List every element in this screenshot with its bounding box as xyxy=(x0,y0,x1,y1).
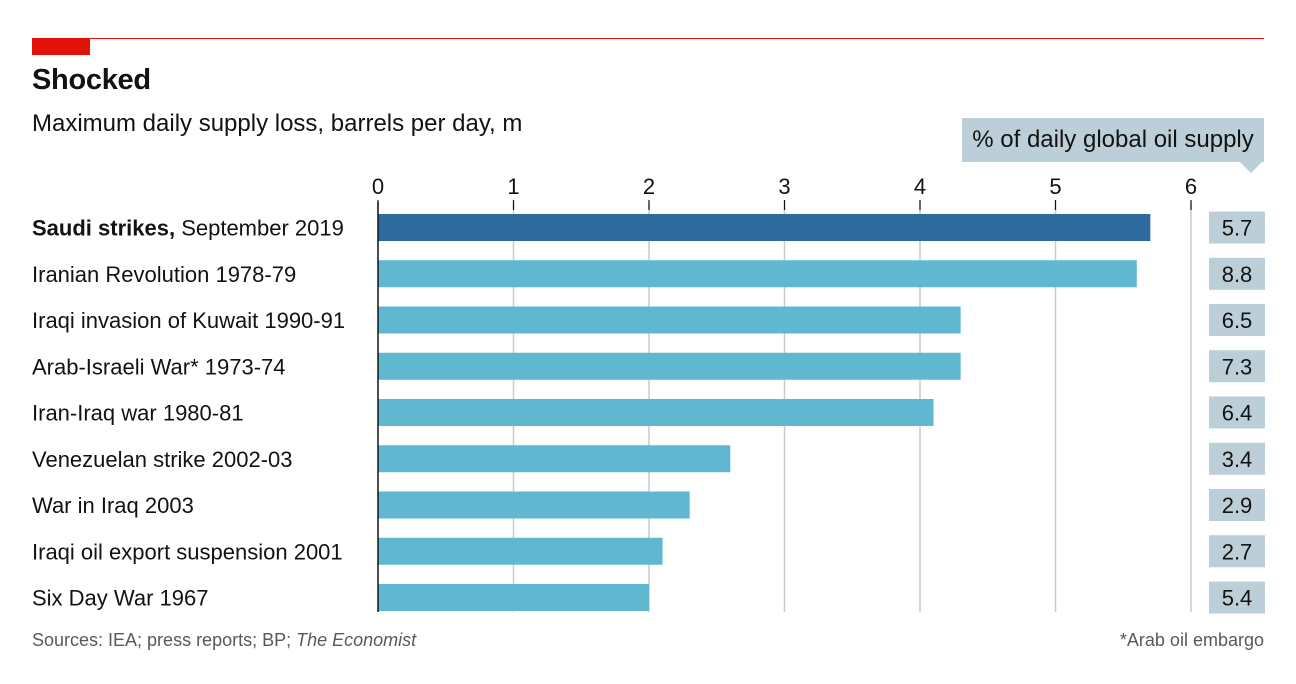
row-label: Venezuelan strike 2002-03 xyxy=(32,447,293,472)
row-labels: Saudi strikes, September 2019 Iranian Rev… xyxy=(32,216,345,611)
pct-box xyxy=(1209,257,1265,290)
pct-values: 5.7 8.8 6.5 7.3 6.4 3.4 2.9 2.7 5.4 xyxy=(1209,211,1265,614)
row-label-period: 2002-03 xyxy=(206,447,293,472)
row-label-name: Iran-Iraq war xyxy=(32,401,157,426)
sources-text: Sources: IEA; press reports; BP; xyxy=(32,630,297,650)
bar xyxy=(378,537,663,565)
row-label-name: Arab-Israeli War* xyxy=(32,354,199,379)
pct-value: 6.5 xyxy=(1222,308,1253,333)
row-label: Saudi strikes, September 2019 xyxy=(32,216,344,241)
pct-box xyxy=(1209,396,1265,429)
footnote: *Arab oil embargo xyxy=(1119,630,1264,650)
pct-value: 7.3 xyxy=(1222,354,1253,379)
pct-value: 2.7 xyxy=(1222,539,1253,564)
bar xyxy=(378,399,934,426)
row-label-period: 1973-74 xyxy=(199,354,286,379)
row-label-name: Six Day War xyxy=(32,586,153,611)
x-tick-labels: 0 1 2 3 4 5 6 xyxy=(372,174,1197,199)
row-label-period: 1990-91 xyxy=(258,308,345,333)
pct-box xyxy=(1209,304,1265,336)
bar xyxy=(378,352,961,380)
pct-value: 3.4 xyxy=(1222,447,1253,472)
row-label: Iran-Iraq war 1980-81 xyxy=(32,401,244,426)
bar xyxy=(378,214,1151,241)
row-label-period: 2003 xyxy=(139,493,194,518)
pct-value: 8.8 xyxy=(1222,262,1253,287)
x-tick-label: 3 xyxy=(778,174,790,199)
pct-box xyxy=(1209,442,1265,475)
row-label: Six Day War 1967 xyxy=(32,586,208,611)
x-tick-label: 0 xyxy=(372,174,384,199)
bar xyxy=(378,491,690,519)
top-rule xyxy=(32,38,1264,39)
row-label: Iraqi invasion of Kuwait 1990-91 xyxy=(32,308,345,333)
x-tick-label: 6 xyxy=(1185,174,1197,199)
pct-value: 6.4 xyxy=(1222,401,1253,426)
pct-value: 5.4 xyxy=(1222,586,1253,611)
pct-value: 2.9 xyxy=(1222,493,1253,518)
row-label-name: Saudi strikes, xyxy=(32,216,175,241)
pct-header-pointer xyxy=(1240,162,1262,173)
pct-box xyxy=(1209,581,1265,614)
row-label: War in Iraq 2003 xyxy=(32,493,194,518)
pct-box xyxy=(1209,489,1265,521)
x-tick-label: 5 xyxy=(1049,174,1061,199)
bar xyxy=(378,260,1137,288)
row-label: Iranian Revolution 1978-79 xyxy=(32,262,296,287)
row-label: Arab-Israeli War* 1973-74 xyxy=(32,354,286,379)
row-label-name: Iranian Revolution xyxy=(32,262,209,287)
row-label-name: Iraqi invasion of Kuwait xyxy=(32,308,258,333)
bars xyxy=(378,214,1151,611)
pct-value: 5.7 xyxy=(1222,216,1253,241)
chart-subtitle: Maximum daily supply loss, barrels per d… xyxy=(32,110,523,137)
row-label-period: 2001 xyxy=(288,539,343,564)
bar xyxy=(378,584,649,611)
pct-box xyxy=(1209,211,1265,244)
row-label-period: 1967 xyxy=(153,586,208,611)
sources-note: Sources: IEA; press reports; BP; The Eco… xyxy=(32,630,416,651)
x-tick-label: 1 xyxy=(507,174,519,199)
chart-title: Shocked xyxy=(32,64,151,96)
row-label-period: 1978-79 xyxy=(209,262,296,287)
sources-economist: The Economist xyxy=(296,630,417,650)
pct-box xyxy=(1209,535,1265,568)
pct-box xyxy=(1209,350,1265,383)
row-label-period: September 2019 xyxy=(175,216,344,241)
row-label-name: Venezuelan strike xyxy=(32,447,206,472)
row-label-period: 1980-81 xyxy=(157,401,244,426)
row-label-name: War in Iraq xyxy=(32,493,139,518)
x-tick-label: 2 xyxy=(643,174,655,199)
bar xyxy=(378,306,961,334)
row-label-name: Iraqi oil export suspension xyxy=(32,539,288,564)
bar xyxy=(378,445,731,473)
pct-column-header: % of daily global oil supply xyxy=(962,118,1264,162)
row-label: Iraqi oil export suspension 2001 xyxy=(32,539,343,564)
brand-tab xyxy=(32,38,90,55)
x-tick-label: 4 xyxy=(914,174,926,199)
